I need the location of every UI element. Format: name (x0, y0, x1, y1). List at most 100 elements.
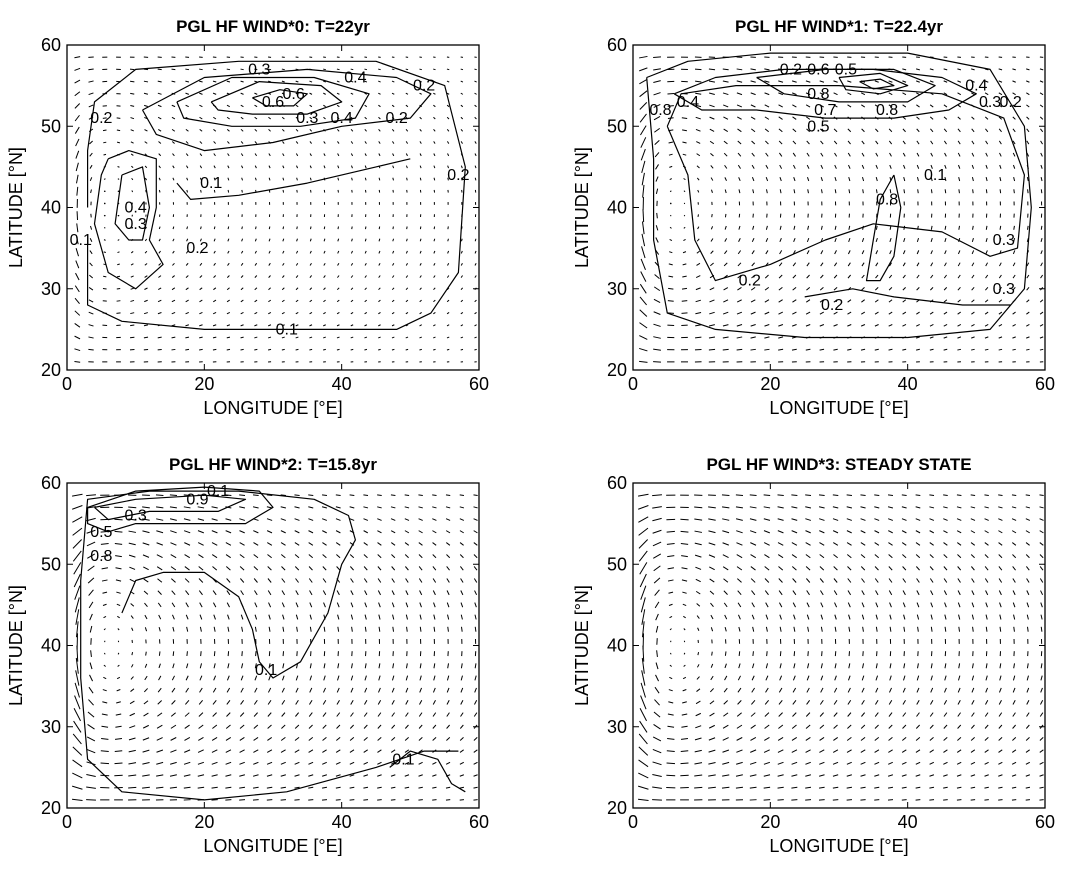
contour-line-0.8 (865, 174, 902, 282)
vector-arrow (198, 566, 204, 571)
vector-arrow (253, 566, 259, 571)
vector-arrow (155, 494, 164, 496)
vector-arrow (846, 761, 852, 765)
vector-arrow (848, 663, 851, 669)
vector-arrow (350, 712, 354, 717)
vector-arrow (363, 761, 369, 765)
vector-arrow (157, 712, 163, 717)
vector-arrow (225, 554, 231, 559)
vector-arrow (252, 786, 259, 789)
vector-arrow (957, 140, 961, 145)
vector-arrow (888, 724, 893, 729)
vector-arrow (930, 602, 934, 608)
vector-arrow (102, 603, 107, 606)
vector-arrow (874, 530, 880, 534)
vector-arrow (944, 177, 947, 182)
vector-arrow (874, 786, 880, 789)
vector-arrow (958, 177, 961, 182)
vector-arrow (143, 578, 149, 583)
vector-arrow (777, 518, 784, 521)
vector-arrow (889, 675, 892, 681)
vector-arrow (419, 312, 422, 315)
vector-arrow (158, 262, 162, 266)
vector-arrow (819, 92, 825, 96)
vector-arrow (639, 573, 647, 588)
vector-arrow (405, 336, 409, 339)
vector-arrow (240, 153, 244, 157)
vector-arrow (751, 614, 755, 620)
vector-arrow (833, 590, 838, 596)
vector-arrow (267, 736, 273, 741)
vector-arrow (170, 737, 177, 741)
vector-arrow (791, 774, 798, 777)
vector-arrow (697, 189, 700, 193)
vector-arrow (888, 274, 893, 279)
vector-arrow (211, 774, 218, 777)
vector-arrow (364, 602, 368, 608)
vector-arrow (681, 713, 688, 716)
vector-arrow (653, 104, 661, 108)
vector-arrow (860, 786, 866, 789)
vector-arrow (749, 518, 757, 521)
vector-arrow (460, 80, 464, 83)
vector-arrow (902, 566, 907, 571)
vector-arrow (944, 626, 947, 632)
vector-arrow (834, 177, 837, 182)
vector-arrow (198, 724, 204, 729)
vector-arrow (280, 518, 286, 521)
vector-arrow (764, 92, 770, 96)
vector-arrow (377, 749, 382, 753)
vector-arrow (1026, 675, 1029, 681)
vector-arrow (819, 761, 825, 765)
vector-arrow (213, 675, 217, 681)
vector-arrow (446, 687, 450, 693)
vector-arrow (970, 724, 975, 729)
vector-arrow (791, 566, 797, 571)
vector-arrow (805, 311, 811, 315)
vector-arrow (655, 237, 659, 243)
vector-arrow (310, 226, 312, 230)
vector-arrow (170, 554, 177, 559)
vector-arrow (73, 720, 82, 733)
vector-arrow (129, 566, 136, 570)
vector-arrow (1039, 578, 1044, 583)
vector-arrow (792, 128, 797, 133)
vector-arrow (984, 116, 989, 120)
vector-arrow (252, 506, 259, 509)
vector-arrow (749, 774, 757, 777)
vector-arrow (87, 577, 95, 584)
vector-arrow (89, 274, 94, 279)
vector-arrow (1039, 554, 1044, 559)
vector-arrow (86, 773, 96, 778)
vector-arrow (778, 687, 783, 693)
vector-arrow (169, 786, 178, 789)
vector-arrow (655, 176, 659, 182)
vector-arrow (432, 687, 436, 693)
vector-arrow (186, 651, 188, 657)
vector-arrow (750, 724, 756, 729)
vector-arrow (1027, 626, 1029, 632)
vector-arrow (669, 676, 673, 680)
vector-arrow (336, 104, 340, 108)
vector-arrow (350, 602, 354, 608)
vector-arrow (363, 554, 368, 559)
vector-arrow (915, 761, 921, 765)
vector-arrow (294, 530, 300, 534)
vector-arrow (696, 238, 700, 242)
vector-arrow (405, 578, 409, 583)
vector-arrow (861, 164, 865, 169)
vector-arrow (390, 494, 396, 496)
vector-arrow (765, 140, 769, 145)
vector-arrow (281, 336, 285, 339)
vector-arrow (681, 725, 688, 728)
vector-arrow (778, 712, 783, 717)
vector-arrow (916, 140, 920, 145)
vector-arrow (254, 238, 257, 242)
vector-arrow (474, 177, 477, 181)
vector-arrow (240, 578, 245, 583)
vector-arrow (888, 518, 893, 521)
vector-arrow (655, 662, 659, 670)
vector-arrow (391, 68, 395, 71)
vector-arrow (213, 189, 216, 193)
vector-arrow (142, 530, 150, 534)
